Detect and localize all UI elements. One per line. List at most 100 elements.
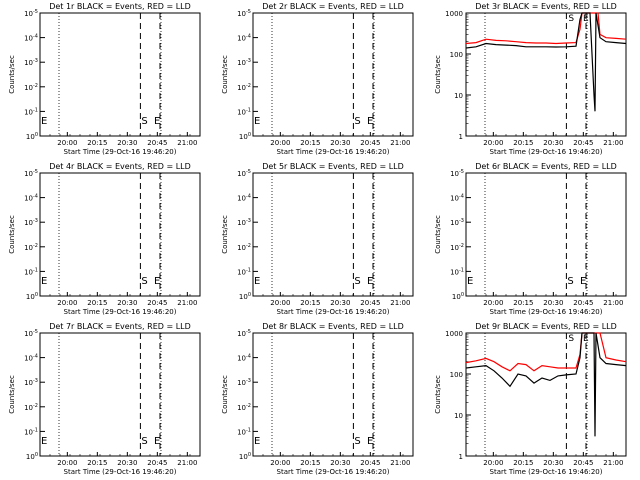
- y-axis-label: Counts/sec: [434, 215, 442, 254]
- x-tick-label: 21:00: [603, 139, 623, 147]
- x-tick-label: 20:15: [513, 299, 533, 307]
- y-tick-label: 10-5: [24, 169, 38, 178]
- x-tick-label: 20:45: [573, 139, 593, 147]
- y-axis-label: Counts/sec: [221, 55, 229, 94]
- y-tick-label: 1000: [445, 10, 463, 18]
- plot-title: Det 4r BLACK = Events, RED = LLD: [49, 162, 191, 171]
- y-tick-label: 10-2: [237, 403, 251, 412]
- x-tick-label: 20:45: [147, 459, 167, 467]
- y-tick-label: 100: [26, 132, 38, 141]
- plot-frame: [252, 332, 414, 457]
- x-tick-label: 20:45: [360, 299, 380, 307]
- y-tick-label: 10-2: [24, 83, 38, 92]
- x-tick-label: 20:00: [57, 139, 77, 147]
- plot-panel-5: Det 5r BLACK = Events, RED = LLD Counts/s…: [221, 162, 414, 316]
- x-tick-label: 20:30: [543, 459, 563, 467]
- start-marker: S: [354, 116, 360, 127]
- x-axis-label: Start Time (29-Oct-16 19:46:20): [277, 308, 390, 316]
- series-line-black: [465, 332, 627, 437]
- y-tick-label: 100: [26, 452, 38, 461]
- plot-frame: [39, 332, 201, 457]
- plot-panel-8: Det 8r BLACK = Events, RED = LLD Counts/s…: [221, 322, 414, 476]
- plot-frame: [252, 172, 414, 297]
- x-tick-label: 20:30: [117, 459, 137, 467]
- y-tick-label: 10-1: [450, 267, 464, 276]
- y-axis-label: Counts/sec: [8, 375, 16, 414]
- plot-panel-1: Det 1r BLACK = Events, RED = LLD Counts/s…: [8, 2, 201, 156]
- plot-frame: [465, 332, 627, 457]
- plot-panel-4: Det 4r BLACK = Events, RED = LLD Counts/s…: [8, 162, 201, 316]
- end-marker: E: [254, 436, 260, 447]
- x-axis-label: Start Time (29-Oct-16 19:46:20): [490, 148, 603, 156]
- y-tick-label: 10-2: [237, 83, 251, 92]
- y-tick-label: 10-2: [450, 243, 464, 252]
- x-tick-label: 20:45: [360, 139, 380, 147]
- end-marker: E: [41, 276, 47, 287]
- y-tick-label: 100: [26, 292, 38, 301]
- plot-title: Det 6r BLACK = Events, RED = LLD: [475, 162, 617, 171]
- x-tick-label: 20:30: [543, 299, 563, 307]
- end-marker: E: [154, 436, 160, 447]
- end-marker: E: [41, 436, 47, 447]
- plot-panel-3: Det 3r BLACK = Events, RED = LLD Counts/s…: [434, 2, 627, 156]
- start-marker: S: [354, 276, 360, 287]
- x-tick-label: 20:00: [57, 299, 77, 307]
- y-tick-label: 10-3: [24, 218, 38, 227]
- end-marker: E: [367, 436, 373, 447]
- x-tick-label: 21:00: [390, 459, 410, 467]
- x-tick-label: 21:00: [603, 299, 623, 307]
- y-tick-label: 100: [450, 51, 463, 59]
- x-tick-label: 20:15: [513, 139, 533, 147]
- y-tick-label: 100: [450, 371, 463, 379]
- plot-panel-2: Det 2r BLACK = Events, RED = LLD Counts/s…: [221, 2, 414, 156]
- x-tick-label: 20:00: [270, 459, 290, 467]
- x-tick-label: 20:30: [330, 139, 350, 147]
- y-tick-label: 10-5: [237, 9, 251, 18]
- end-marker: E: [367, 116, 373, 127]
- y-tick-label: 10-1: [237, 267, 251, 276]
- end-marker: E: [367, 276, 373, 287]
- y-axis-label: Counts/sec: [434, 55, 442, 94]
- plot-panel-9: Det 9r BLACK = Events, RED = LLD Counts/s…: [434, 322, 627, 476]
- y-tick-label: 10-4: [24, 354, 38, 363]
- series-line-red: [465, 12, 627, 45]
- start-marker: S: [568, 14, 574, 24]
- x-tick-label: 20:00: [483, 299, 503, 307]
- x-axis-label: Start Time (29-Oct-16 19:46:20): [490, 308, 603, 316]
- x-tick-label: 21:00: [177, 299, 197, 307]
- plot-frame: [465, 12, 627, 137]
- x-tick-label: 20:00: [483, 139, 503, 147]
- start-marker: S: [141, 116, 147, 127]
- end-marker: E: [154, 116, 160, 127]
- plot-title: Det 7r BLACK = Events, RED = LLD: [49, 322, 191, 331]
- plot-panel-6: Det 6r BLACK = Events, RED = LLD Counts/s…: [434, 162, 627, 316]
- series-line-black: [465, 12, 627, 112]
- y-tick-label: 10-3: [24, 58, 38, 67]
- start-marker: S: [141, 276, 147, 287]
- plot-title: Det 8r BLACK = Events, RED = LLD: [262, 322, 404, 331]
- plot-title: Det 3r BLACK = Events, RED = LLD: [475, 2, 617, 11]
- x-tick-label: 21:00: [177, 139, 197, 147]
- y-tick-label: 10-1: [24, 427, 38, 436]
- y-tick-label: 10-4: [237, 194, 251, 203]
- x-tick-label: 20:45: [573, 299, 593, 307]
- end-marker: E: [254, 116, 260, 127]
- y-tick-label: 10-5: [237, 329, 251, 338]
- x-tick-label: 20:45: [147, 299, 167, 307]
- y-tick-label: 10-4: [24, 194, 38, 203]
- y-tick-label: 10-3: [237, 58, 251, 67]
- y-axis-label: Counts/sec: [8, 55, 16, 94]
- start-marker: S: [354, 436, 360, 447]
- y-tick-label: 10-3: [237, 378, 251, 387]
- y-tick-label: 1: [459, 133, 463, 141]
- x-axis-label: Start Time (29-Oct-16 19:46:20): [490, 468, 603, 476]
- y-tick-label: 10: [454, 92, 463, 100]
- x-tick-label: 20:15: [87, 459, 107, 467]
- x-axis-label: Start Time (29-Oct-16 19:46:20): [64, 148, 177, 156]
- end-marker: E: [580, 276, 586, 287]
- y-tick-label: 10-4: [450, 194, 464, 203]
- y-tick-label: 10-4: [237, 354, 251, 363]
- y-tick-label: 10-3: [237, 218, 251, 227]
- start-marker: S: [141, 436, 147, 447]
